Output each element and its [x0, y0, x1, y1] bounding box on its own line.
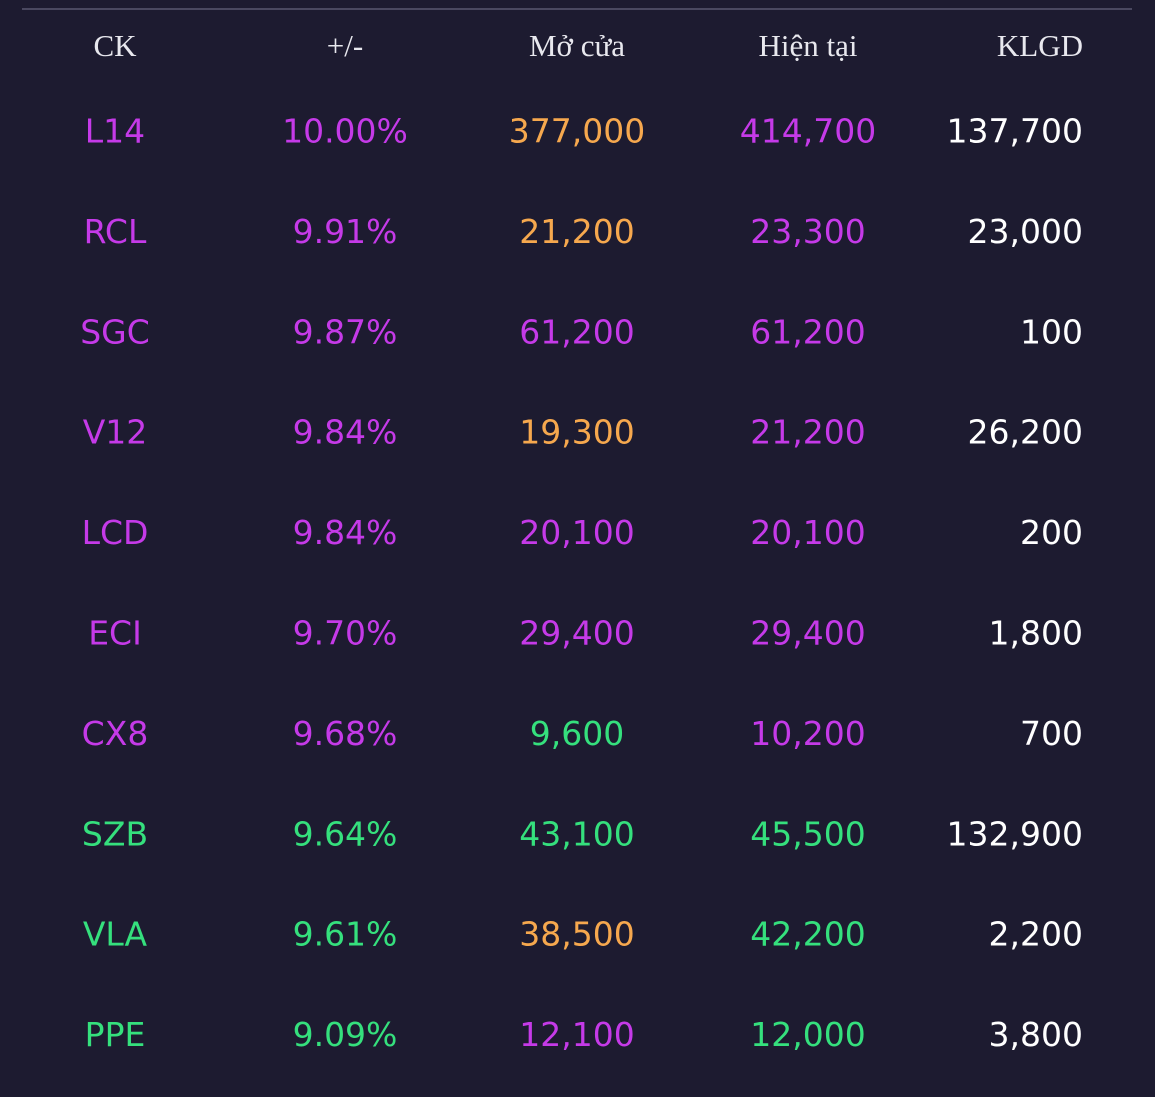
table-cell: 3,800 — [989, 1015, 1083, 1054]
table-cell: 26,200 — [968, 413, 1083, 452]
table-cell: 1,800 — [989, 614, 1083, 653]
table-cell: 23,000 — [968, 212, 1083, 251]
table-cell: 200 — [1020, 513, 1083, 552]
table-cell: SZB — [82, 814, 148, 853]
table-cell: 29,400 — [519, 614, 634, 653]
table-cell: 12,000 — [750, 1015, 865, 1054]
table-cell: 10,200 — [750, 714, 865, 753]
table-cell: 9.09% — [293, 1015, 398, 1054]
table-cell: 9,600 — [530, 714, 624, 753]
table-cell: 9.64% — [293, 814, 398, 853]
table-cell: 19,300 — [519, 413, 634, 452]
table-cell: 21,200 — [750, 413, 865, 452]
table-cell: 23,300 — [750, 212, 865, 251]
table-cell: 43,100 — [519, 814, 634, 853]
column-header: +/- — [327, 28, 363, 63]
table-cell: 21,200 — [519, 212, 634, 251]
table-cell: 100 — [1020, 312, 1083, 351]
table-cell: PPE — [85, 1015, 146, 1054]
table-cell: 10.00% — [282, 112, 408, 151]
table-cell: 2,200 — [989, 915, 1083, 954]
table-cell: RCL — [84, 212, 147, 251]
table-cell: LCD — [82, 513, 149, 552]
table-cell: 9.61% — [293, 915, 398, 954]
table-cell: VLA — [83, 915, 148, 954]
table-cell: 12,100 — [519, 1015, 634, 1054]
table-cell: 377,000 — [509, 112, 645, 151]
table-cell: 29,400 — [750, 614, 865, 653]
table-cell: 700 — [1020, 714, 1083, 753]
column-header: KLGD — [997, 28, 1083, 63]
table-cell: L14 — [85, 112, 145, 151]
table-cell: 132,900 — [947, 814, 1083, 853]
table-cell: 9.68% — [293, 714, 398, 753]
table-cell: 42,200 — [750, 915, 865, 954]
table-cell: 9.87% — [293, 312, 398, 351]
column-header: Mở cửa — [529, 28, 625, 63]
table-cell: 20,100 — [519, 513, 634, 552]
table-cell: 45,500 — [750, 814, 865, 853]
table-cell: 137,700 — [947, 112, 1083, 151]
table-cell: 61,200 — [519, 312, 634, 351]
table-cell: 9.91% — [293, 212, 398, 251]
table-cell: 9.84% — [293, 413, 398, 452]
table-cell: 9.84% — [293, 513, 398, 552]
table-cell: CX8 — [82, 714, 149, 753]
table-cell: SGC — [80, 312, 150, 351]
table-cell: V12 — [83, 413, 148, 452]
table-cell: 20,100 — [750, 513, 865, 552]
column-header: CK — [93, 28, 137, 63]
table-cell: 61,200 — [750, 312, 865, 351]
table-cell: 38,500 — [519, 915, 634, 954]
table-cell: ECI — [88, 614, 142, 653]
table-cell: 9.70% — [293, 614, 398, 653]
column-header: Hiện tại — [759, 28, 858, 63]
table-cell: 414,700 — [740, 112, 876, 151]
